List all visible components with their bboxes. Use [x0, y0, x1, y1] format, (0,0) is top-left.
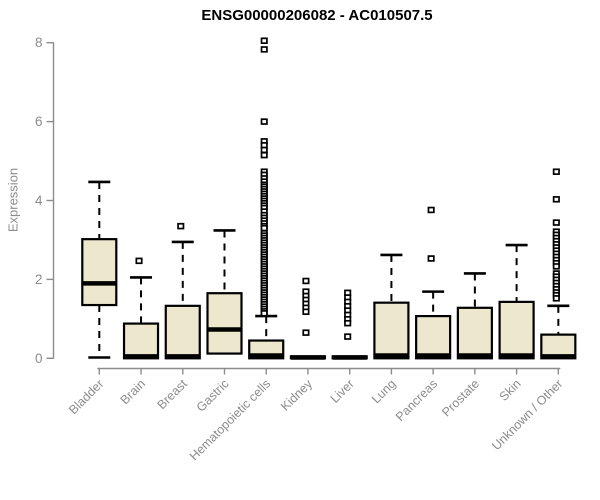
box [206, 292, 243, 355]
outlier-point [260, 37, 268, 44]
box [456, 306, 493, 360]
box [373, 301, 410, 360]
x-category-label: Unknown / Other [489, 377, 565, 453]
x-category-label: Bladder [66, 377, 106, 417]
outlier-point [302, 308, 310, 315]
x-category-label: Prostate [439, 377, 482, 420]
y-tick-label: 0 [35, 351, 43, 366]
x-category-label: Hematopoietic cells [187, 377, 274, 464]
outlier-point [427, 255, 435, 262]
outlier-point [344, 333, 352, 340]
outlier-point [260, 224, 268, 232]
box [498, 300, 535, 360]
outlier-point [552, 219, 560, 226]
outlier-point [552, 295, 560, 302]
box [122, 322, 160, 360]
outlier-point [344, 319, 352, 327]
outlier-point [177, 222, 185, 230]
outlier-point [427, 206, 435, 214]
x-category-label: Kidney [278, 376, 315, 413]
x-category-label: Brain [118, 377, 149, 408]
outlier-point [552, 196, 560, 203]
chart-title: ENSG00000206082 - AC010507.5 [201, 7, 433, 24]
box [415, 314, 452, 360]
outlier-point [135, 257, 143, 265]
outlier-point [302, 329, 310, 336]
outlier-point [260, 118, 268, 125]
y-tick-label: 8 [35, 35, 43, 50]
y-tick-label: 6 [35, 114, 43, 129]
box [81, 238, 118, 307]
x-category-label: Skin [497, 377, 524, 404]
outlier-point [260, 310, 268, 317]
outlier-point [302, 277, 310, 285]
x-category-label: Lung [369, 377, 399, 407]
y-tick-label: 2 [35, 272, 43, 287]
outlier-point [260, 146, 268, 154]
y-tick-label: 4 [35, 193, 43, 208]
x-category-label: Pancreas [393, 377, 440, 424]
x-category-label: Gastric [194, 377, 232, 415]
outlier-point [260, 151, 268, 159]
outlier-point [552, 168, 560, 175]
x-category-label: Breast [154, 376, 190, 412]
x-category-label: Liver [328, 377, 357, 406]
outlier-point [260, 46, 268, 53]
box [164, 304, 201, 360]
outlier-point [552, 263, 560, 270]
